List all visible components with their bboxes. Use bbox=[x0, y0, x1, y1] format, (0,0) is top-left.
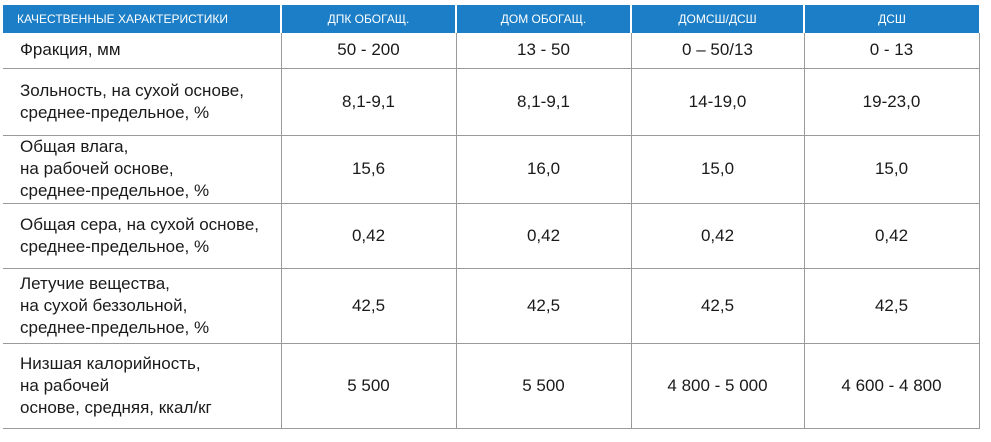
label-line: Общая влага, bbox=[20, 137, 129, 156]
header-cell: КАЧЕСТВЕННЫЕ ХАРАКТЕРИСТИКИ bbox=[3, 5, 281, 33]
value-cell: 5 500 bbox=[280, 343, 456, 429]
value-cell: 42,5 bbox=[630, 268, 804, 344]
table-row: Низшая калорийность, на рабочей основе, ср… bbox=[3, 343, 980, 429]
row-label: Фракция, мм bbox=[3, 33, 281, 69]
value-cell: 42,5 bbox=[455, 268, 631, 344]
value-cell: 42,5 bbox=[803, 268, 980, 344]
row-label: Низшая калорийность, на рабочей основе, ср… bbox=[3, 343, 281, 429]
value-cell: 14-19,0 bbox=[630, 68, 804, 136]
label-line: на рабочей основе, bbox=[20, 159, 174, 178]
value-cell: 15,6 bbox=[280, 135, 456, 204]
table-body: Фракция, мм 50 - 200 13 - 50 0 – 50/13 0 - 1… bbox=[3, 33, 980, 429]
label-line: Низшая калорийность, bbox=[20, 353, 201, 373]
label-line: на рабочей bbox=[20, 375, 110, 395]
value-cell: 4 800 - 5 000 bbox=[630, 343, 804, 429]
value-cell: 8,1-9,1 bbox=[280, 68, 456, 136]
value-cell: 5 500 bbox=[455, 343, 631, 429]
value-cell: 0 – 50/13 bbox=[630, 33, 804, 69]
label-line: Зольность, на сухой основе, bbox=[20, 80, 244, 100]
value-cell: 16,0 bbox=[455, 135, 631, 204]
label-line: Фракция, мм bbox=[20, 40, 121, 60]
value-cell: 0,42 bbox=[280, 203, 456, 269]
table-row: Фракция, мм 50 - 200 13 - 50 0 – 50/13 0 - 1… bbox=[3, 33, 980, 69]
row-label: Общая сера, на сухой основе, среднее-пред… bbox=[3, 203, 281, 269]
value-cell: 50 - 200 bbox=[280, 33, 456, 69]
header-cell: ДПК ОБОГАЩ. bbox=[280, 5, 456, 33]
label-line: среднее-предельное, % bbox=[20, 236, 210, 256]
row-label: Летучие вещества, на сухой беззольной, сре… bbox=[3, 268, 281, 344]
value-cell: 15,0 bbox=[803, 135, 980, 204]
quality-table: КАЧЕСТВЕННЫЕ ХАРАКТЕРИСТИКИ ДПК ОБОГАЩ. ДО… bbox=[3, 5, 980, 429]
label-line: Летучие вещества, bbox=[20, 273, 170, 293]
label-line: Общая сера, на сухой основе, bbox=[20, 214, 260, 234]
value-cell: 0,42 bbox=[803, 203, 980, 269]
value-cell: 8,1-9,1 bbox=[455, 68, 631, 136]
value-cell: 4 600 - 4 800 bbox=[803, 343, 980, 429]
header-cell: ДОМСШ/ДСШ bbox=[630, 5, 804, 33]
value-cell: 15,0 bbox=[630, 135, 804, 204]
label-line: среднее-предельное, % bbox=[20, 102, 210, 122]
table-row: Зольность, на сухой основе, среднее-преде… bbox=[3, 68, 980, 136]
value-cell: 19-23,0 bbox=[803, 68, 980, 136]
value-cell: 0,42 bbox=[455, 203, 631, 269]
value-cell: 0 - 13 bbox=[803, 33, 980, 69]
header-cell: ДОМ ОБОГАЩ. bbox=[455, 5, 631, 33]
header-cell: ДСШ bbox=[803, 5, 979, 33]
value-cell: 42,5 bbox=[280, 268, 456, 344]
value-cell: 0,42 bbox=[630, 203, 804, 269]
label-line: основе, средняя, ккал/кг bbox=[20, 397, 212, 417]
label-line: на сухой беззольной, bbox=[20, 295, 188, 315]
row-label: Общая влага, на рабочей основе, среднее-пр… bbox=[3, 135, 281, 204]
value-cell: 13 - 50 bbox=[455, 33, 631, 69]
table-row: Общая сера, на сухой основе, среднее-пред… bbox=[3, 203, 980, 269]
table-row: Летучие вещества, на сухой беззольной, сре… bbox=[3, 268, 980, 344]
label-line: среднее-предельное, % bbox=[20, 181, 210, 200]
label-line: среднее-предельное, % bbox=[20, 317, 210, 337]
header-row: КАЧЕСТВЕННЫЕ ХАРАКТЕРИСТИКИ ДПК ОБОГАЩ. ДО… bbox=[3, 5, 979, 33]
row-label: Зольность, на сухой основе, среднее-преде… bbox=[3, 68, 281, 136]
table-row: Общая влага, на рабочей основе, среднее-пр… bbox=[3, 135, 980, 204]
